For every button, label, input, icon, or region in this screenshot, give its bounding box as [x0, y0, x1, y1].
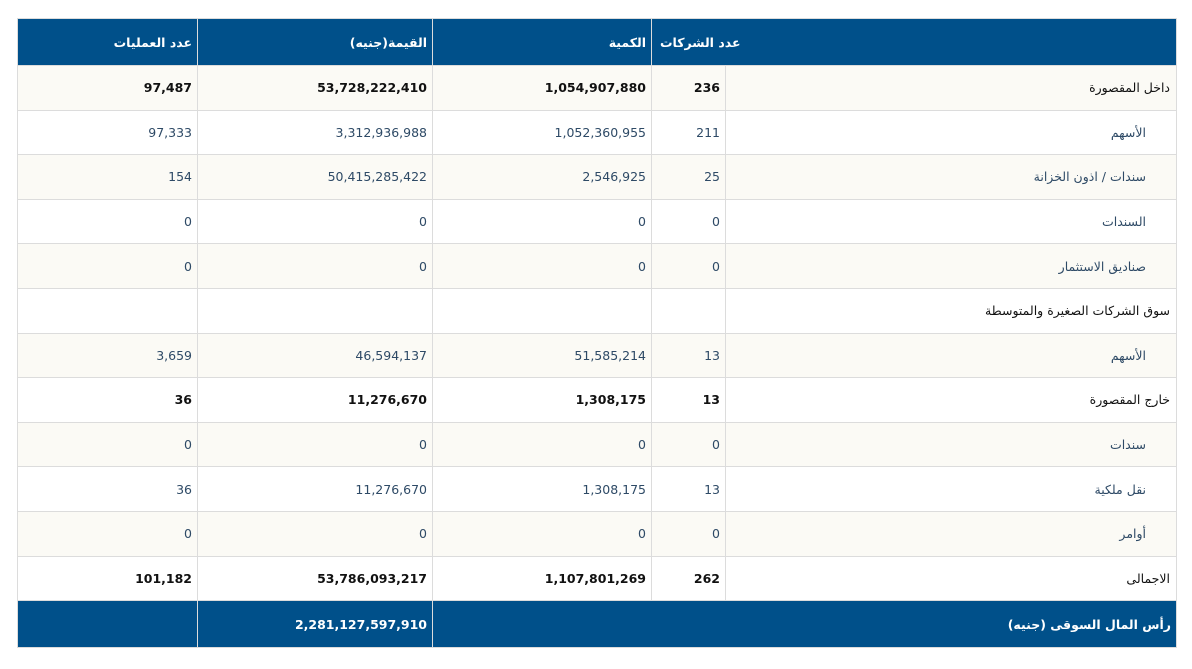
row-label: الأسهم: [725, 109, 1177, 156]
row-count: 13: [651, 377, 726, 423]
table-row: السندات 0 0 0 0: [17, 198, 1177, 245]
row-value: 0: [197, 198, 433, 245]
row-trades: 36: [17, 466, 198, 512]
row-label: خارج المقصورة: [725, 377, 1177, 423]
table-row: سندات / اذون الخزانة 25 2,546,925 50,415,28…: [17, 154, 1177, 200]
row-value: 50,415,285,422: [197, 154, 433, 200]
table-row: الأسهم 211 1,052,360,955 3,312,936,988 97,33…: [17, 109, 1177, 156]
row-trades: 36: [17, 377, 198, 423]
row-count: 0: [651, 421, 726, 468]
row-label: سوق الشركات الصغيرة والمتوسطة: [725, 287, 1177, 334]
row-label: أوامر: [725, 510, 1177, 557]
row-trades: 0: [17, 421, 198, 468]
header-value: القيمة(جنيه): [197, 18, 433, 66]
row-label: السندات: [725, 198, 1177, 245]
row-count: 0: [651, 243, 726, 289]
row-value: 11,276,670: [197, 466, 433, 512]
row-value: 53,728,222,410: [197, 65, 433, 111]
market-summary-table: عدد الشركات الكمية القيمة(جنيه) عدد العم…: [17, 18, 1177, 649]
row-value: 46,594,137: [197, 332, 433, 379]
row-quantity: 1,107,801,269: [432, 555, 652, 602]
row-count: 211: [651, 109, 726, 156]
row-quantity: 2,546,925: [432, 154, 652, 200]
table-row: سندات 0 0 0 0: [17, 421, 1177, 468]
header-count: عدد الشركات: [651, 18, 741, 66]
header-empty: [725, 18, 1177, 66]
row-trades: 154: [17, 154, 198, 200]
row-label: صناديق الاستثمار: [725, 243, 1177, 289]
row-label: الاجمالى: [725, 555, 1177, 602]
row-quantity: 0: [432, 510, 652, 557]
table-row: صناديق الاستثمار 0 0 0 0: [17, 243, 1177, 289]
row-value: 0: [197, 421, 433, 468]
row-quantity: 1,052,360,955: [432, 109, 652, 156]
table-row: داخل المقصورة 236 1,054,907,880 53,728,222,…: [17, 65, 1177, 111]
row-count: 13: [651, 466, 726, 512]
row-trades: 0: [17, 198, 198, 245]
row-quantity: 1,054,907,880: [432, 65, 652, 111]
row-value: 53,786,093,217: [197, 555, 433, 602]
row-count: [651, 287, 726, 334]
table-row: نقل ملكية 13 1,308,175 11,276,670 36: [17, 466, 1177, 512]
table-row: سوق الشركات الصغيرة والمتوسطة: [17, 287, 1177, 334]
row-quantity: 0: [432, 198, 652, 245]
row-label: سندات / اذون الخزانة: [725, 154, 1177, 200]
table-row: الاجمالى 262 1,107,801,269 53,786,093,217 10…: [17, 555, 1177, 602]
row-label: سندات: [725, 421, 1177, 468]
row-label: الأسهم: [725, 332, 1177, 379]
row-value: 3,312,936,988: [197, 109, 433, 156]
row-value: 0: [197, 510, 433, 557]
row-trades: 97,487: [17, 65, 198, 111]
row-trades: 97,333: [17, 109, 198, 156]
row-count: 262: [651, 555, 726, 602]
market-cap-row: رأس المال السوقى (جنيه) 2,281,127,597,91…: [17, 600, 1177, 649]
market-cap-label: رأس المال السوقى (جنيه): [432, 600, 1177, 649]
row-quantity: 1,308,175: [432, 466, 652, 512]
row-value: 11,276,670: [197, 377, 433, 423]
row-trades: 0: [17, 243, 198, 289]
row-count: 0: [651, 198, 726, 245]
row-value: [197, 287, 433, 334]
table-row: خارج المقصورة 13 1,308,175 11,276,670 36: [17, 377, 1177, 423]
row-quantity: 1,308,175: [432, 377, 652, 423]
row-trades: [17, 287, 198, 334]
row-quantity: [432, 287, 652, 334]
market-cap-value: 2,281,127,597,910: [197, 600, 433, 649]
header-quantity: الكمية: [432, 18, 652, 66]
row-trades: 3,659: [17, 332, 198, 379]
row-quantity: 0: [432, 243, 652, 289]
row-quantity: 0: [432, 421, 652, 468]
table-row: الأسهم 13 51,585,214 46,594,137 3,659: [17, 332, 1177, 379]
row-label: نقل ملكية: [725, 466, 1177, 512]
row-count: 13: [651, 332, 726, 379]
row-label: داخل المقصورة: [725, 65, 1177, 111]
row-trades: 101,182: [17, 555, 198, 602]
table-header: عدد الشركات الكمية القيمة(جنيه) عدد العم…: [17, 18, 1177, 66]
table-row: أوامر 0 0 0 0: [17, 510, 1177, 557]
row-trades: 0: [17, 510, 198, 557]
header-trades: عدد العمليات: [17, 18, 198, 66]
row-count: 0: [651, 510, 726, 557]
market-cap-empty: [17, 600, 198, 649]
row-value: 0: [197, 243, 433, 289]
row-count: 236: [651, 65, 726, 111]
row-quantity: 51,585,214: [432, 332, 652, 379]
row-count: 25: [651, 154, 726, 200]
